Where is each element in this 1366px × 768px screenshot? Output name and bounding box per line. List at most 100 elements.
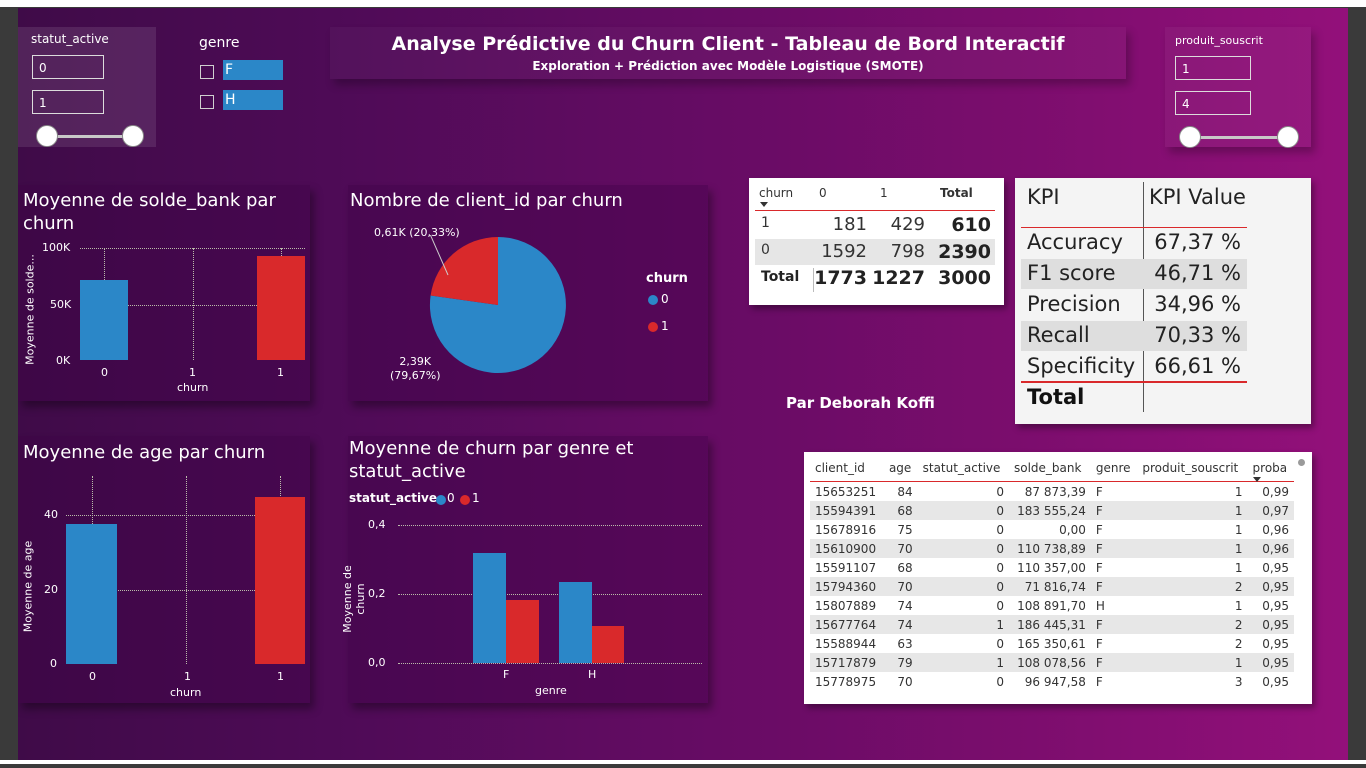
produit-souscrit-max-input[interactable]: 4 — [1175, 91, 1251, 115]
confusion-header-1[interactable]: 1 — [880, 186, 888, 200]
header-produit-souscrit[interactable]: produit_souscrit — [1142, 461, 1239, 475]
slicer-genre: genre F H — [190, 27, 290, 147]
kpi-header-name[interactable]: KPI — [1027, 185, 1060, 209]
cell-genre: F — [1095, 636, 1103, 651]
pie-legend-dot-0 — [648, 295, 658, 305]
gridline — [398, 525, 702, 526]
chart-genre-xtick: H — [588, 668, 597, 681]
table-row[interactable]: 15594391 68 0 183 555,24 F 1 0,97 — [810, 501, 1294, 520]
cell-age: 70 — [883, 539, 918, 558]
chart-age-ylabel: Moyenne de age — [21, 540, 35, 633]
produit-souscrit-min-input[interactable]: 1 — [1175, 56, 1251, 80]
chart-genre-title: Moyenne de churn par genre et statut_act… — [349, 438, 634, 482]
table-row[interactable]: 15678916 75 0 0,00 F 1 0,96 — [810, 520, 1294, 539]
confusion-header-total[interactable]: Total — [940, 186, 973, 200]
bar-f-statut-1[interactable] — [506, 600, 539, 663]
cell-proba: 0,96 — [1262, 522, 1289, 537]
confusion-row-1-c1: 429 — [890, 214, 925, 235]
table-row[interactable]: 15653251 84 0 87 873,39 F 1 0,99 — [810, 482, 1294, 502]
bar-h-statut-0[interactable] — [559, 582, 592, 663]
scrollbar-thumb[interactable] — [1298, 459, 1305, 466]
table-row[interactable]: 15778975 70 0 96 947,58 F 3 0,95 — [810, 672, 1294, 691]
chart-solde-xtick: 1 — [189, 366, 196, 379]
header-genre[interactable]: genre — [1095, 461, 1131, 475]
cell-client-id: 15778975 — [815, 674, 877, 689]
kpi-recall-name: Recall — [1027, 323, 1090, 347]
author-label: Par Deborah Koffi — [786, 394, 935, 412]
table-row[interactable]: 15677764 74 1 186 445,31 F 2 0,95 — [810, 615, 1294, 634]
slicer-statut-active: statut_active 0 1 — [18, 27, 156, 147]
bar-churn-1[interactable] — [257, 256, 305, 360]
bottom-border — [0, 760, 1366, 764]
bar-h-statut-1[interactable] — [592, 626, 624, 663]
table-row[interactable]: 15610900 70 0 110 738,89 F 1 0,96 — [810, 539, 1294, 558]
gridline — [66, 515, 305, 516]
kpi-specificity-name: Specificity — [1027, 354, 1136, 378]
confusion-row-0-total: 2390 — [938, 241, 991, 263]
cell-proba: 0,95 — [1262, 636, 1289, 651]
bar-f-statut-0[interactable] — [473, 553, 506, 663]
statut-active-slider-max-handle[interactable] — [122, 125, 144, 147]
slicer-statut-active-label: statut_active — [31, 32, 109, 46]
confusion-header-line — [755, 210, 995, 211]
cell-genre: F — [1095, 484, 1103, 499]
cell-client-id: 15588944 — [815, 636, 877, 651]
kpi-total-label: Total — [1027, 385, 1085, 409]
kpi-header-value[interactable]: KPI Value — [1149, 185, 1246, 209]
chart-age-title: Moyenne de age par churn — [23, 442, 266, 463]
confusion-row-0-c1: 798 — [890, 241, 925, 262]
cell-produit-souscrit: 3 — [1234, 674, 1243, 689]
chart-solde-ylabel: Moyenne de solde... — [23, 254, 37, 365]
confusion-row-1-label: 1 — [761, 215, 770, 231]
confusion-header-0[interactable]: 0 — [819, 186, 827, 200]
pie-label-churn-0-value: 2,39K — [399, 355, 432, 368]
statut-active-slider-min-handle[interactable] — [36, 125, 58, 147]
statut-active-max-input[interactable]: 1 — [32, 90, 104, 114]
table-row[interactable]: 15591107 68 0 110 357,00 F 1 0,95 — [810, 558, 1294, 577]
table-row[interactable]: 15588944 63 0 165 350,61 F 2 0,95 — [810, 634, 1294, 653]
top-border — [0, 0, 1366, 7]
table-row[interactable]: 15807889 74 0 108 891,70 H 1 0,95 — [810, 596, 1294, 615]
chart-solde-panel: Moyenne de solde_bank par churn 100K 50K… — [18, 185, 310, 401]
cell-produit-souscrit: 1 — [1234, 598, 1243, 613]
cell-produit-souscrit: 1 — [1137, 539, 1248, 558]
kpi-f1-value: 46,71 % — [1154, 261, 1241, 285]
pie-label-churn-1: 0,61K (20,33%) — [374, 226, 460, 239]
table-row[interactable]: 15794360 70 0 71 816,74 F 2 0,95 — [810, 577, 1294, 596]
chart-solde-ytick: 0K — [56, 354, 71, 367]
genre-h-option[interactable]: H — [223, 90, 283, 110]
bar-churn-1[interactable] — [255, 497, 305, 664]
page-subtitle: Exploration + Prédiction avec Modèle Log… — [532, 59, 924, 73]
chart-genre-ytick: 0,2 — [368, 587, 386, 600]
cell-proba: 0,95 — [1262, 560, 1289, 575]
bar-churn-0[interactable] — [80, 280, 128, 360]
genre-f-option[interactable]: F — [223, 60, 283, 80]
header-solde-bank[interactable]: solde_bank — [1013, 461, 1082, 475]
statut-active-min-input[interactable]: 0 — [32, 55, 104, 79]
table-row[interactable]: 15717879 79 1 108 078,56 F 1 0,95 — [810, 653, 1294, 672]
chart-pie-panel: Nombre de client_id par churn 0,61K (20,… — [348, 185, 708, 401]
genre-h-checkbox[interactable] — [200, 95, 214, 109]
genre-f-checkbox[interactable] — [200, 65, 214, 79]
header-client-id[interactable]: client_id — [815, 461, 865, 475]
statut-active-slider-track[interactable] — [46, 135, 132, 138]
confusion-header-churn[interactable]: churn — [759, 186, 794, 200]
bar-churn-0[interactable] — [66, 524, 117, 664]
pie-slice-churn-1[interactable] — [430, 236, 498, 305]
produit-souscrit-slider-max-handle[interactable] — [1277, 126, 1299, 148]
cell-proba: 0,95 — [1262, 674, 1289, 689]
header-age[interactable]: age — [888, 461, 912, 475]
cell-proba: 0,95 — [1247, 615, 1294, 634]
pie-slice-churn-0[interactable] — [429, 237, 566, 373]
header-proba[interactable]: proba — [1252, 461, 1288, 475]
pie-chart — [429, 235, 566, 373]
cell-statut-active: 0 — [996, 674, 1004, 689]
confusion-row-0-c0: 1592 — [821, 241, 867, 262]
header-statut-active[interactable]: statut_active — [922, 461, 1001, 475]
chart-genre-ytick: 0,0 — [368, 656, 386, 669]
chart-pie-title: Nombre de client_id par churn — [350, 190, 623, 211]
produit-souscrit-slider-track[interactable] — [1191, 136, 1289, 139]
cell-genre: F — [1090, 577, 1138, 596]
produit-souscrit-slider-min-handle[interactable] — [1179, 126, 1201, 148]
sort-arrow-icon — [760, 202, 768, 207]
